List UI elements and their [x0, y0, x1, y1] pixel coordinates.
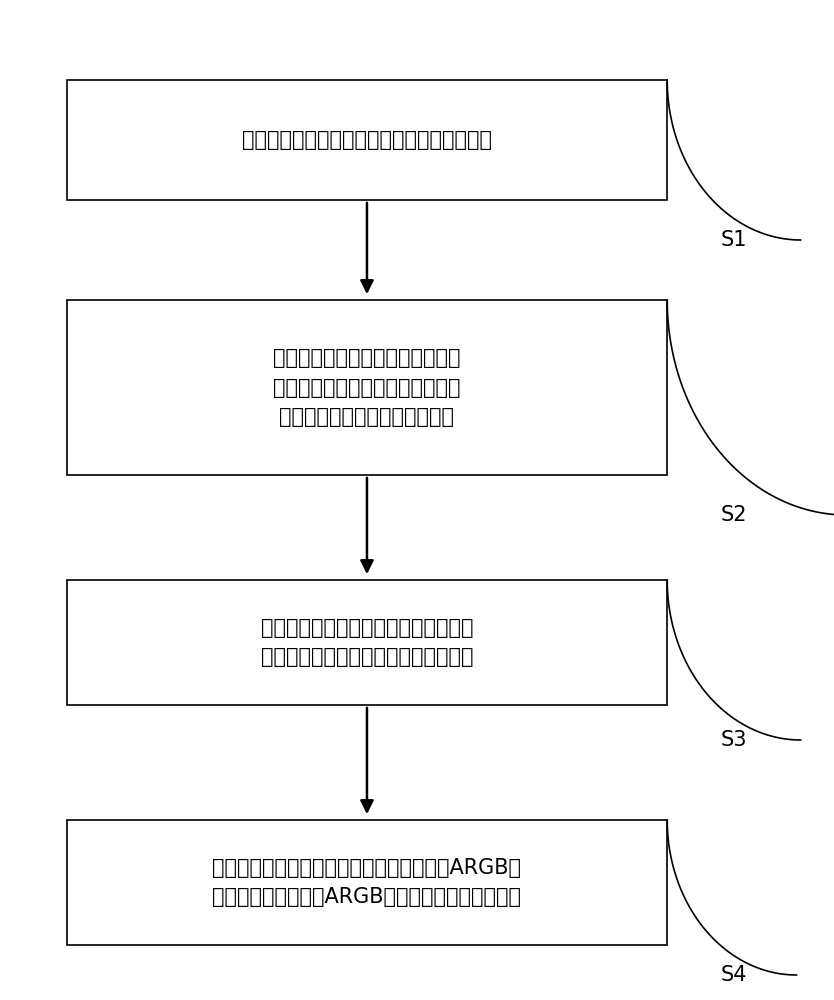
Text: S1: S1	[721, 230, 747, 250]
FancyBboxPatch shape	[67, 820, 667, 945]
FancyBboxPatch shape	[67, 80, 667, 200]
Text: S3: S3	[721, 730, 747, 750]
Text: S2: S2	[721, 505, 747, 525]
FancyBboxPatch shape	[67, 580, 667, 705]
Text: S4: S4	[721, 965, 747, 985]
Text: 将各站点的经纬度坐标根据地图缩
放比例和经纬度与屏幕坐标映射算
法转换为对应的屏幕像素点坐标: 将各站点的经纬度坐标根据地图缩 放比例和经纬度与屏幕坐标映射算 法转换为对应的屏…	[274, 348, 460, 427]
Text: 分别获取各指定公交线路的站点的经纬度坐标: 分别获取各指定公交线路的站点的经纬度坐标	[242, 130, 492, 150]
Text: 分别获取各屏幕像素点对应的透明度，
以及获取叠加的屏幕像素点的总透明度: 分别获取各屏幕像素点对应的透明度， 以及获取叠加的屏幕像素点的总透明度	[261, 618, 473, 667]
FancyBboxPatch shape	[67, 300, 667, 475]
Text: 根据各透明度和各总透明度分别获取对应的ARGB颜
色值，以使用对应的ARGB颜色值绘制公交线路折线: 根据各透明度和各总透明度分别获取对应的ARGB颜 色值，以使用对应的ARGB颜色…	[213, 858, 521, 907]
